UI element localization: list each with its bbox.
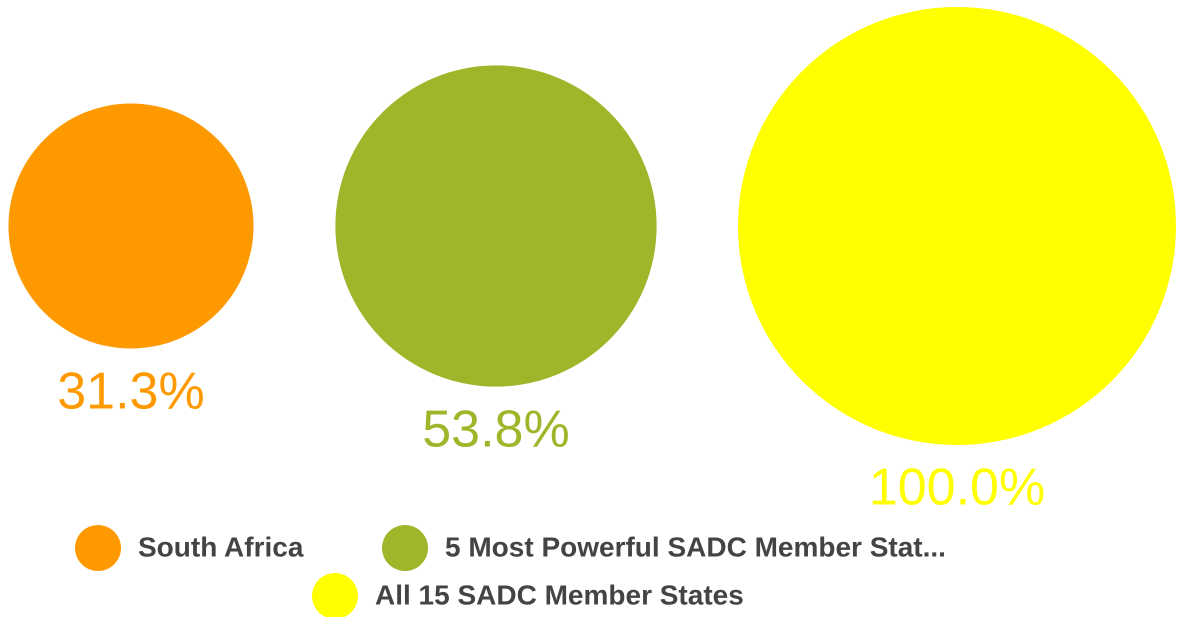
- legend-swatch: [75, 525, 121, 571]
- bubble: [335, 65, 657, 387]
- value-label: 53.8%: [422, 400, 569, 458]
- legend-label: South Africa: [138, 531, 304, 562]
- legend-swatch: [382, 525, 428, 571]
- bubble: [8, 103, 254, 349]
- value-label: 31.3%: [57, 362, 204, 420]
- legend-label: 5 Most Powerful SADC Member Stat...: [445, 531, 946, 562]
- legend-swatch: [312, 573, 358, 619]
- bubble: [738, 7, 1176, 445]
- value-label: 100.0%: [869, 459, 1045, 517]
- legend-label: All 15 SADC Member States: [375, 579, 744, 610]
